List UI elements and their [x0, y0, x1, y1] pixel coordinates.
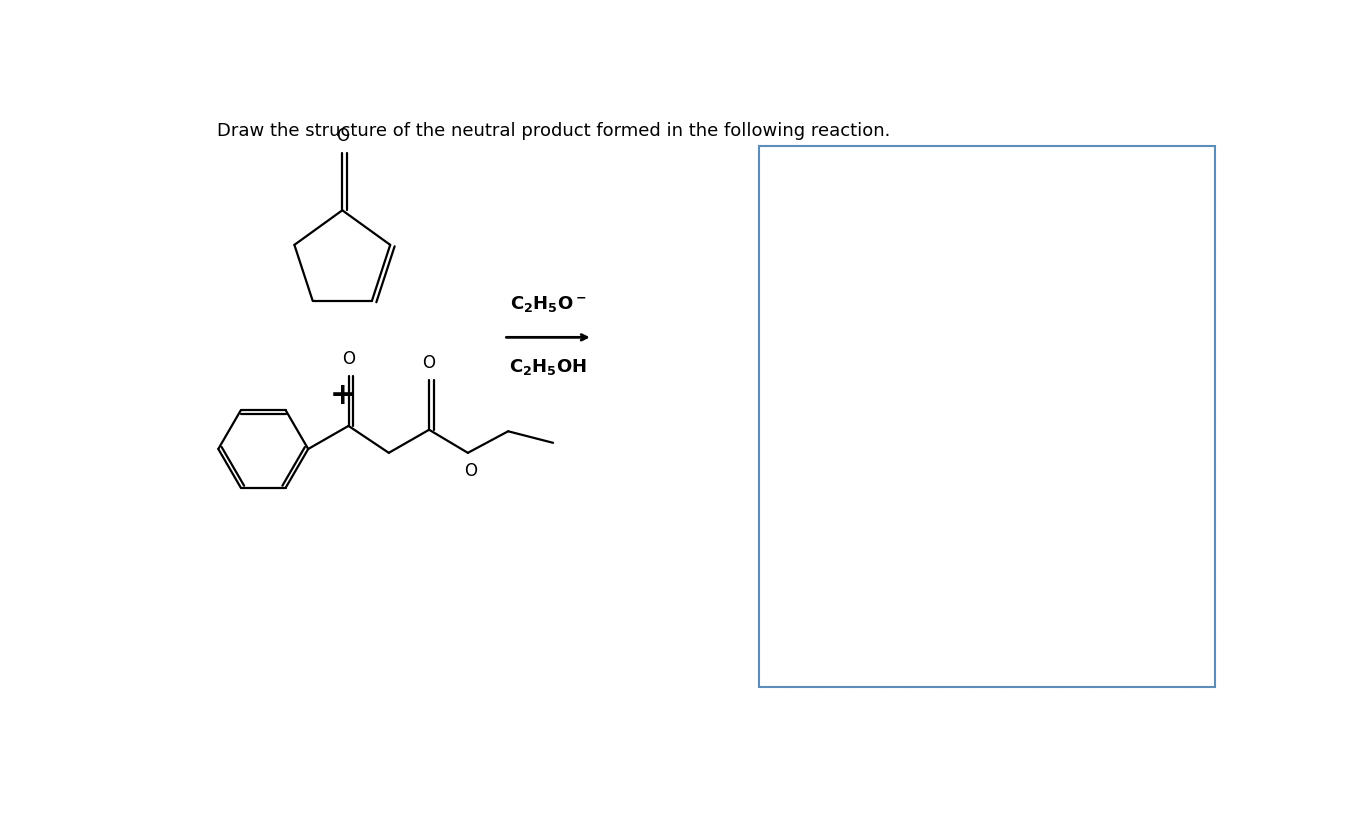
Text: $\mathbf{C_2H_5O^-}$: $\mathbf{C_2H_5O^-}$	[509, 294, 586, 314]
Text: O: O	[422, 354, 436, 372]
Text: O: O	[463, 462, 477, 480]
Text: O: O	[342, 350, 355, 368]
Text: +: +	[330, 381, 355, 409]
Text: Draw the structure of the neutral product formed in the following reaction.: Draw the structure of the neutral produc…	[217, 122, 891, 140]
Text: $\mathbf{C_2H_5OH}$: $\mathbf{C_2H_5OH}$	[509, 357, 587, 376]
Bar	[759, 146, 1215, 687]
Text: O: O	[336, 127, 349, 145]
